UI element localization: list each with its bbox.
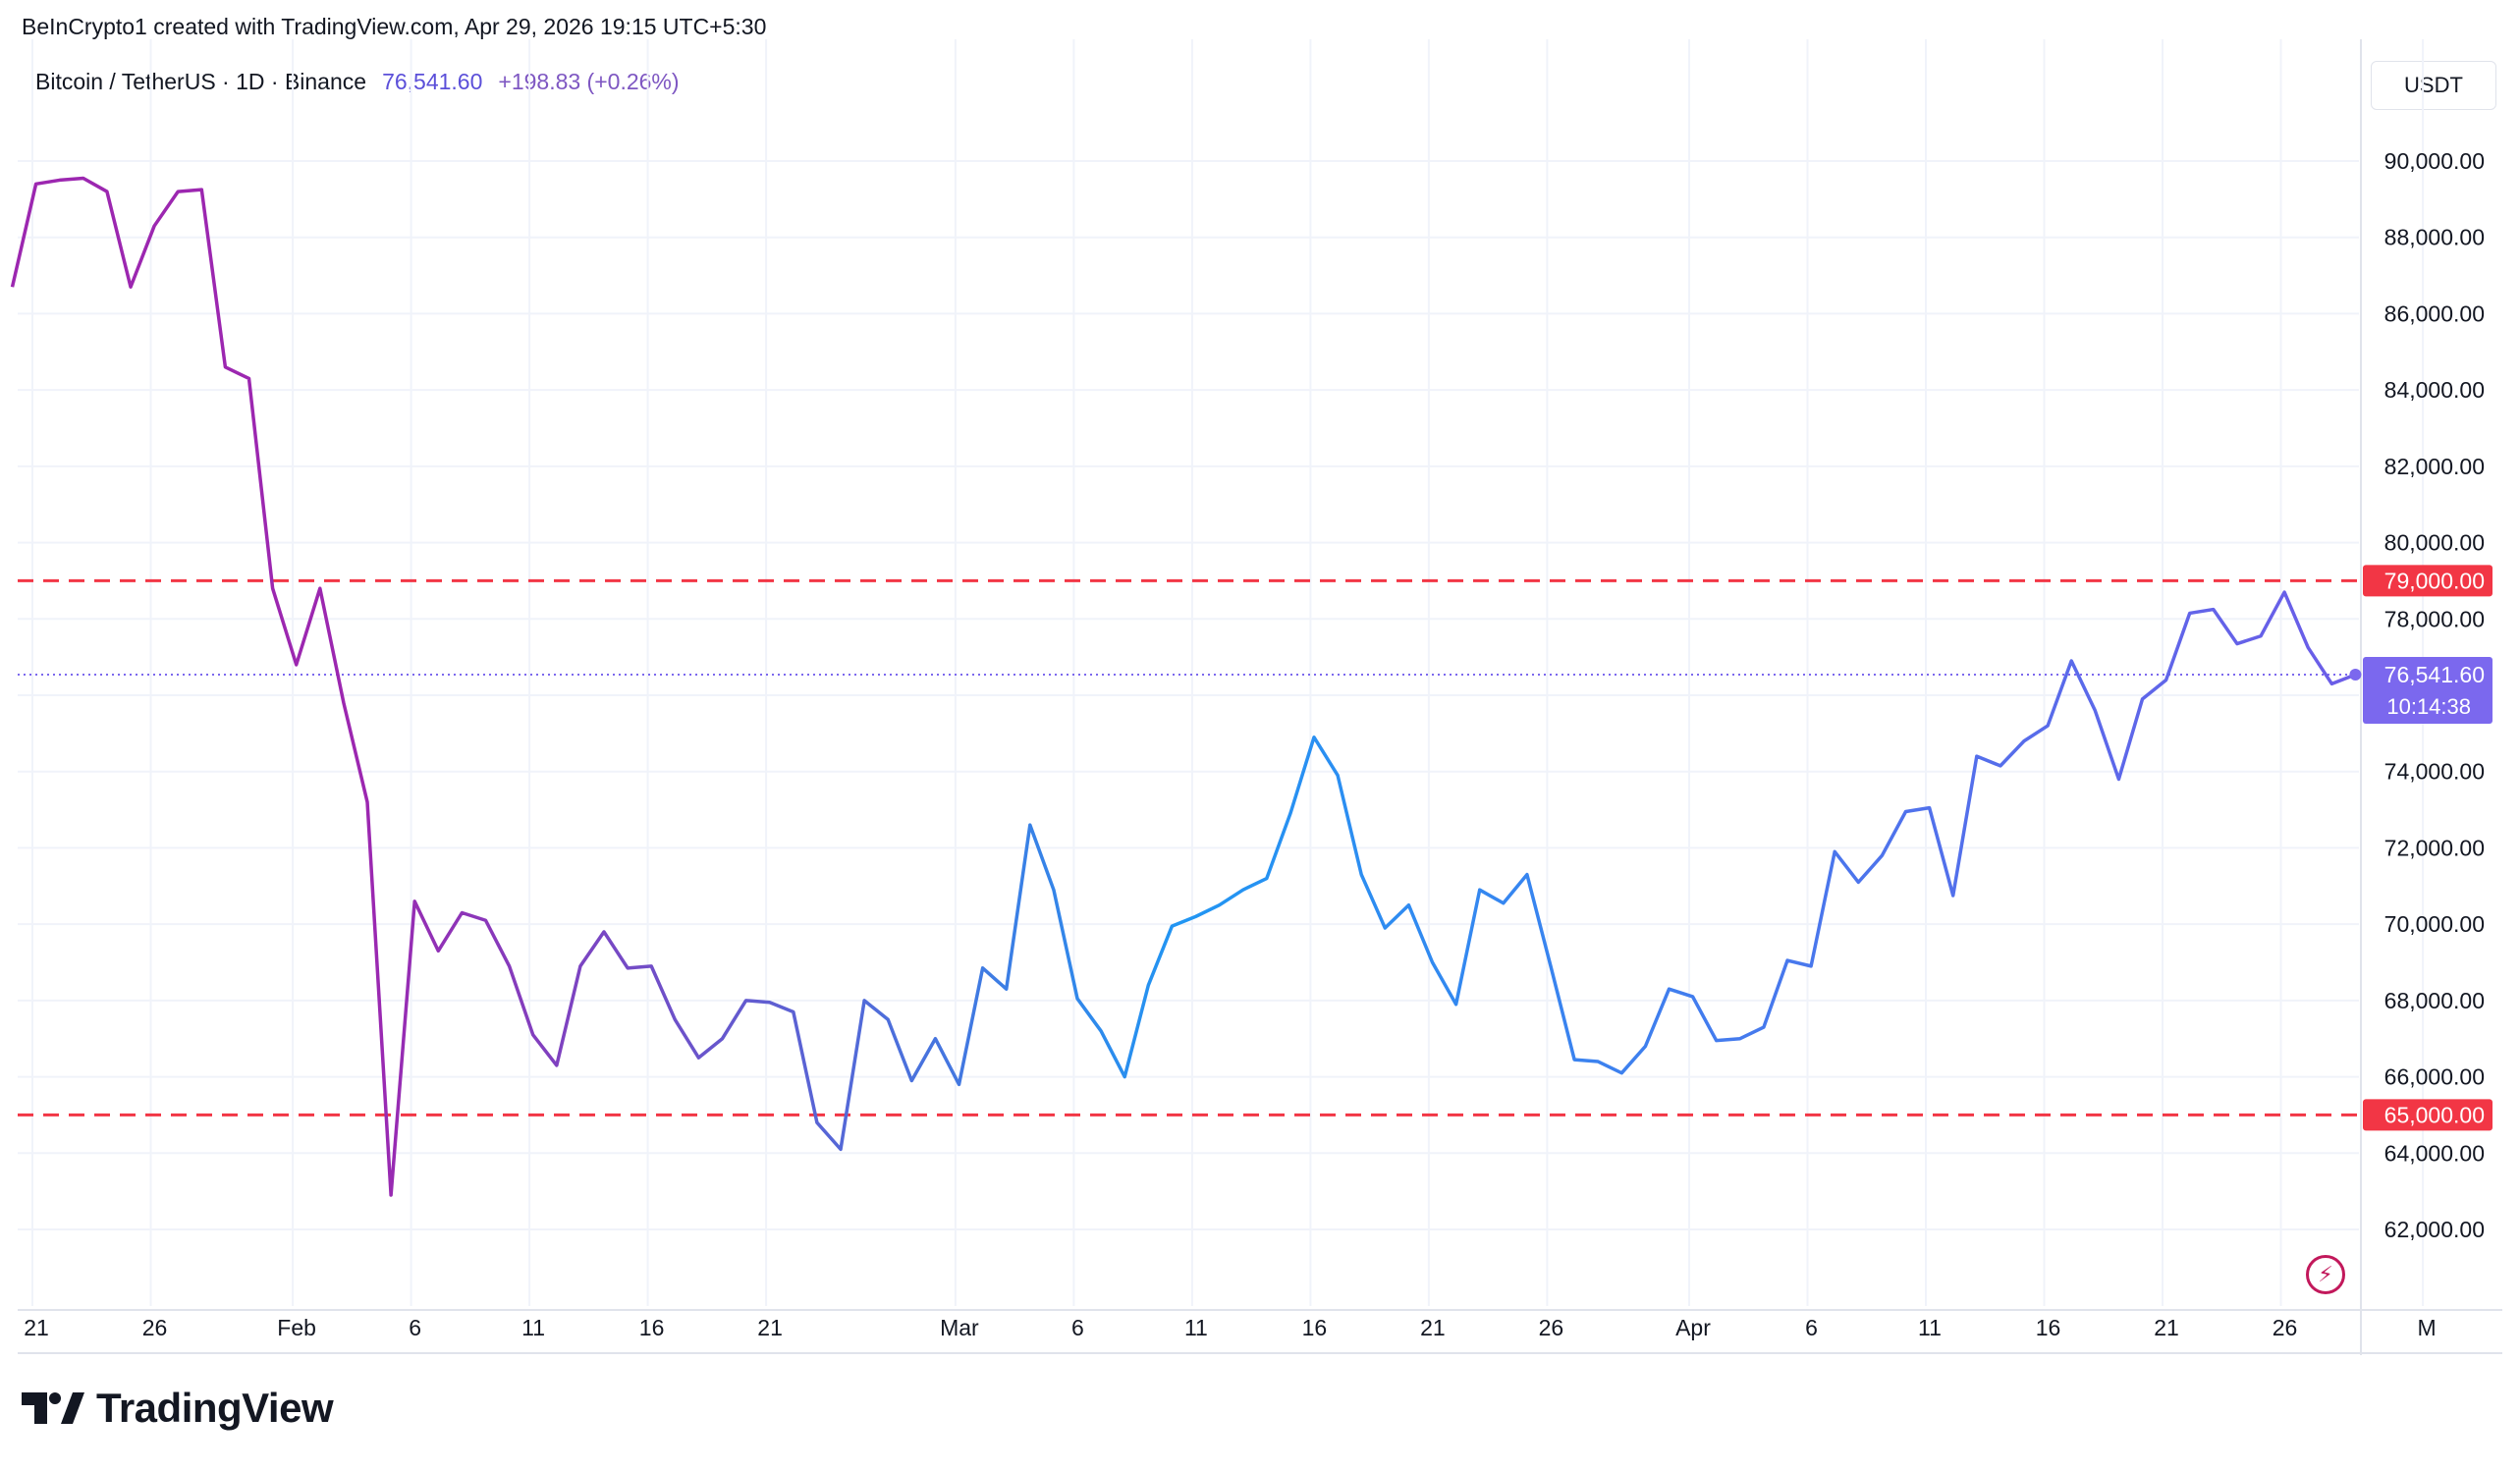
series-layer (10, 176, 2362, 1197)
x-tick-label: 16 (1302, 1315, 1328, 1340)
countdown-label: 10:14:38 (2386, 694, 2471, 719)
y-tick-label: 62,000.00 (2384, 1217, 2485, 1242)
x-tick-label: 6 (1805, 1315, 1818, 1340)
x-tick-label: Feb (277, 1315, 316, 1340)
symbol-name[interactable]: Bitcoin / TetherUS · 1D · Binance (35, 69, 367, 94)
x-tick-label: M (2418, 1315, 2437, 1340)
level-label-bg (2363, 565, 2493, 597)
x-tick-label: 16 (639, 1315, 665, 1340)
x-tick-label: 6 (1071, 1315, 1084, 1340)
footer-brand: TradingView (96, 1385, 334, 1431)
legend-change: +198.83 (+0.26%) (498, 69, 680, 94)
price-labels: 79,000.00 65,000.00 76,541.60 10:14:38 (2363, 565, 2493, 1131)
x-tick-label: 16 (2036, 1315, 2061, 1340)
y-tick-label: 74,000.00 (2384, 759, 2485, 785)
last-price-point (2349, 668, 2362, 681)
y-tick-label: 90,000.00 (2384, 148, 2485, 174)
x-tick-label: 21 (24, 1315, 49, 1340)
y-tick-label: 68,000.00 (2384, 988, 2485, 1013)
x-tick-label: 11 (521, 1315, 545, 1340)
level-label: 79,000.00 (2384, 568, 2485, 593)
y-tick-label: 86,000.00 (2384, 300, 2485, 326)
y-tick-label: 80,000.00 (2384, 530, 2485, 556)
x-tick-label: 21 (1420, 1315, 1446, 1340)
price-series-line (10, 176, 2357, 1197)
lightning-bolt-icon[interactable]: ⚡ (2306, 1255, 2345, 1294)
legend-price: 76,541.60 (382, 69, 483, 94)
y-tick-label: 66,000.00 (2384, 1064, 2485, 1090)
level-label: 65,000.00 (2384, 1102, 2485, 1127)
x-axis: 21 26 Feb 6 11 16 21 Mar 6 11 16 21 26 Apr 6 11 16 21 26 M (24, 1315, 2436, 1340)
author-line: BeInCrypto1 created with TradingView.com… (22, 14, 767, 39)
currency-label: USDT (2404, 73, 2463, 97)
x-tick-label: 11 (1184, 1315, 1208, 1340)
level-label-bg (2363, 1099, 2493, 1131)
x-tick-label: Apr (1675, 1315, 1711, 1340)
y-tick-label: 84,000.00 (2384, 377, 2485, 403)
symbol-legend: Bitcoin / TetherUS · 1D · Binance 76,541… (35, 69, 680, 95)
y-axis: 90,000.00 88,000.00 86,000.00 84,000.00 82,0… (2384, 148, 2485, 1242)
x-tick-label: 26 (2273, 1315, 2298, 1340)
tradingview-logo-icon (22, 1392, 84, 1424)
x-tick-label: 21 (2154, 1315, 2179, 1340)
grid (18, 39, 2425, 1306)
y-tick-label: 72,000.00 (2384, 835, 2485, 860)
currency-selector[interactable]: USDT (2371, 61, 2496, 110)
axis-frame (18, 39, 2502, 1355)
y-tick-label: 70,000.00 (2384, 911, 2485, 937)
footer-logo: TradingView (22, 1385, 334, 1432)
horizontal-levels (18, 578, 2359, 1117)
x-tick-label: 21 (757, 1315, 783, 1340)
current-price-label: 76,541.60 (2384, 662, 2485, 687)
y-tick-label: 82,000.00 (2384, 454, 2485, 479)
y-tick-label: 78,000.00 (2384, 606, 2485, 631)
x-tick-label: 26 (142, 1315, 168, 1340)
x-tick-label: Mar (940, 1315, 979, 1340)
x-tick-label: 6 (409, 1315, 421, 1340)
y-tick-label: 88,000.00 (2384, 225, 2485, 250)
current-price-label-bg (2363, 656, 2493, 724)
x-tick-label: 26 (1539, 1315, 1564, 1340)
x-tick-label: 11 (1918, 1315, 1942, 1340)
y-tick-label: 64,000.00 (2384, 1140, 2485, 1166)
